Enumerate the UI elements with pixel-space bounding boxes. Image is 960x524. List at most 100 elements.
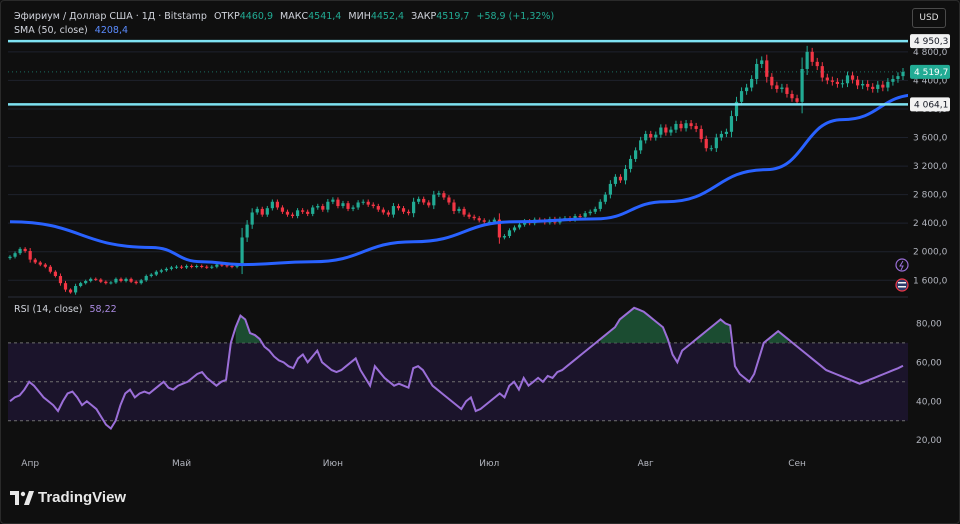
rsi-label: RSI (14, close) [14, 304, 83, 315]
candle-body [89, 278, 93, 282]
candle-body [664, 127, 668, 133]
price-axis[interactable]: 1 600,0 2 000,0 2 400,0 2 800,0 3 200,0 3 600… [913, 48, 948, 286]
candle-body [326, 201, 330, 210]
candle-body [603, 194, 607, 202]
last-price-tag [910, 64, 950, 79]
price-tick-label: 2 000,0 [913, 248, 948, 258]
candle-body [442, 193, 446, 198]
candle-body [744, 87, 749, 92]
candle-body [412, 201, 416, 214]
candle-body [356, 202, 360, 208]
candle-body [260, 208, 264, 215]
candle-body [280, 207, 285, 212]
candle-body [845, 75, 850, 84]
candle-body [53, 271, 58, 277]
candle-body [810, 51, 814, 62]
candle-body [210, 266, 214, 268]
rsi-legend[interactable]: RSI (14, close) 58,22 [14, 304, 121, 315]
rsi-value: 58,22 [89, 304, 117, 315]
candle-body [750, 78, 754, 88]
candle-body [164, 268, 169, 271]
candle-body [462, 208, 466, 215]
us-flag-icon-stripe [898, 282, 906, 284]
open-value: 4460,9 [239, 11, 273, 22]
candle-body [381, 209, 385, 213]
candle-body [593, 208, 597, 212]
rsi-overbought-fill [600, 307, 668, 343]
us-flag-icon-stripe [898, 286, 906, 288]
candle-body [437, 193, 441, 195]
candle-body [351, 207, 355, 209]
candle-body [159, 270, 163, 272]
candle-body [618, 176, 623, 181]
tradingview-logo[interactable]: TradingView [10, 489, 126, 506]
time-tick-label: Сен [788, 459, 806, 469]
price-tick-label: 4 400,0 [913, 76, 948, 86]
candle-body [835, 81, 840, 84]
candle-body [255, 208, 259, 213]
close-value: 4519,7 [436, 11, 470, 22]
candle-body [628, 158, 633, 169]
candle-body [149, 274, 153, 277]
candle-body [871, 86, 875, 89]
candle-body [780, 87, 784, 89]
candle-body [119, 278, 123, 282]
candle-body [704, 138, 708, 149]
candle-body [33, 259, 37, 263]
currency-button[interactable]: USD [912, 8, 946, 28]
candle-body [724, 131, 729, 134]
candle-body [84, 281, 88, 284]
candle-body [876, 84, 880, 89]
rsi-pane [8, 306, 908, 431]
sma-line [9, 93, 908, 267]
candle-body [699, 128, 703, 139]
candle-body [901, 71, 905, 77]
us-flag-icon[interactable] [895, 278, 909, 292]
candle-body [654, 134, 658, 138]
candle-body [48, 266, 52, 272]
candle-body [482, 220, 486, 222]
candle-body [23, 248, 27, 252]
candle-body [401, 208, 406, 212]
candle-body [896, 76, 900, 79]
candle-body [427, 202, 431, 206]
candle-body [94, 278, 98, 280]
candle-body [195, 266, 199, 268]
candle-body [28, 251, 32, 260]
candle-body [205, 266, 209, 268]
rsi-tick-label: 20,00 [916, 436, 942, 446]
candle-body [785, 87, 789, 94]
candle-body [391, 206, 396, 215]
flash-icon-glyph [899, 260, 904, 271]
candle-body [225, 265, 229, 267]
level-price-tag [910, 34, 950, 49]
candle-body [346, 203, 350, 209]
candle-body [179, 266, 184, 268]
sma-legend[interactable]: SMA (50, close) 4208,4 [14, 25, 132, 36]
symbol-legend[interactable]: Эфириум / Доллар США · 1Д · Bitstamp ОТК… [14, 11, 558, 22]
candle-body [174, 266, 179, 268]
time-axis[interactable]: Апр Май Июн Июл Авг Сен [21, 459, 806, 469]
candle-body [144, 276, 148, 281]
candle-body [422, 198, 426, 203]
side-icons[interactable] [895, 258, 909, 292]
candle-body [487, 221, 491, 223]
price-tick-label: 3 600,0 [913, 134, 948, 144]
horizontal-levels[interactable] [8, 39, 908, 106]
rsi-overbought-fill [696, 319, 731, 343]
candle-body [507, 230, 512, 237]
candle-body [598, 201, 602, 209]
candle-body [432, 194, 436, 206]
candle-body [104, 281, 108, 284]
candle-body [124, 278, 128, 282]
candle-body [200, 266, 204, 268]
flash-icon[interactable] [895, 258, 909, 272]
brand-name: TradingView [38, 489, 127, 506]
candle-body [795, 98, 799, 102]
rsi-axis[interactable]: 20,00 40,00 60,00 80,00 [916, 319, 942, 446]
price-tick-label: 2 400,0 [913, 219, 948, 229]
candle-body [376, 206, 380, 210]
candle-body [886, 81, 890, 88]
candle-body [719, 133, 723, 138]
